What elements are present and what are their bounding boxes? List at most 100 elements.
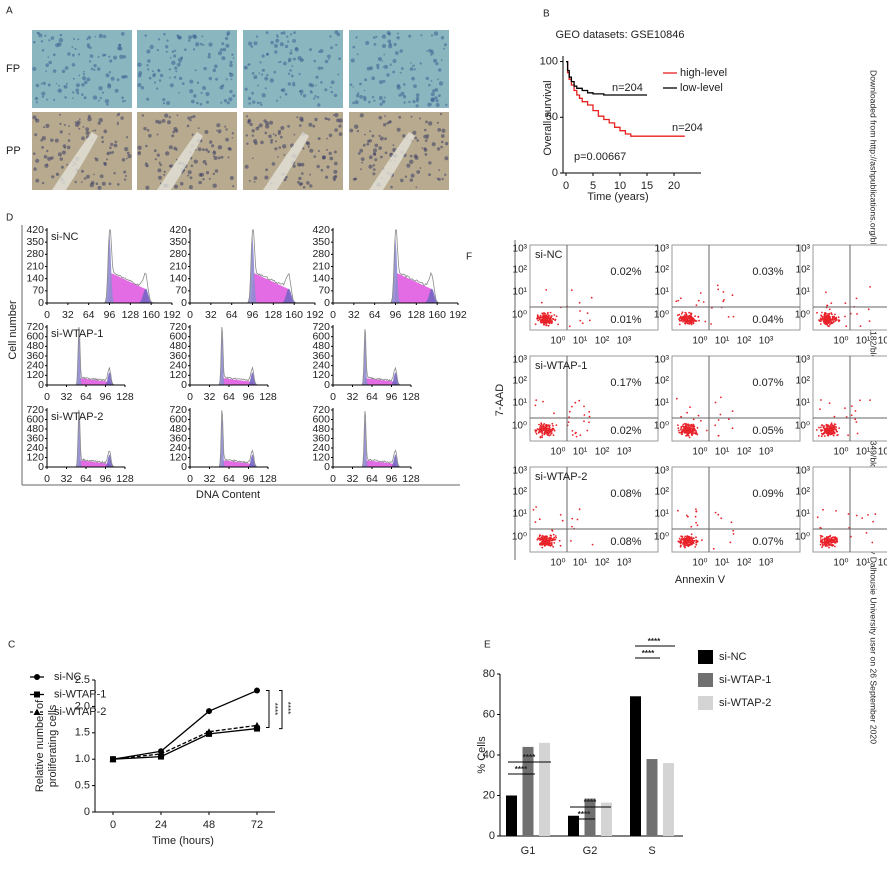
cell-nucleus xyxy=(90,67,94,71)
cell-nucleus xyxy=(438,94,441,97)
cell-nucleus xyxy=(103,129,108,134)
event-dot xyxy=(536,315,539,318)
x-tick-label: 10⁰ xyxy=(692,336,707,347)
event-dot xyxy=(861,517,864,519)
event-dot xyxy=(828,546,830,549)
cell-nucleus xyxy=(149,44,154,50)
cell-nucleus xyxy=(34,96,39,101)
y-tick-label: 70 xyxy=(175,285,187,297)
cell-nucleus xyxy=(359,148,364,153)
cell-nucleus xyxy=(220,155,224,159)
cell-nucleus xyxy=(369,130,372,133)
y-tick-label: 360 xyxy=(26,350,44,362)
cell-nucleus xyxy=(94,36,97,38)
event-dot xyxy=(823,540,826,543)
event-dot xyxy=(823,543,826,546)
cell-nucleus xyxy=(117,183,120,186)
cell-nucleus xyxy=(101,91,105,94)
y-tick-label: 120 xyxy=(312,369,330,381)
event-dot xyxy=(819,537,822,539)
event-dot xyxy=(714,401,717,404)
cell-nucleus xyxy=(146,165,149,168)
cell-nucleus xyxy=(326,148,328,151)
event-dot xyxy=(688,539,690,542)
cell-nucleus xyxy=(379,136,384,141)
cell-nucleus xyxy=(187,116,191,120)
cell-nucleus xyxy=(317,103,321,107)
annotation: p=0.00667 xyxy=(574,151,626,163)
cell-nucleus xyxy=(361,161,364,164)
cell-nucleus xyxy=(428,48,432,53)
cell-nucleus xyxy=(126,151,130,155)
cell-nucleus xyxy=(253,181,256,183)
event-dot xyxy=(683,319,686,322)
x-tick-label: 10² xyxy=(878,336,887,347)
cell-nucleus xyxy=(299,58,304,63)
event-dot xyxy=(680,318,683,321)
y-tick-label: 0 xyxy=(38,297,44,309)
cell-nucleus xyxy=(415,96,420,101)
event-dot xyxy=(727,316,730,318)
panel-label: F xyxy=(466,252,472,263)
y-tick-label: 10¹ xyxy=(513,398,528,409)
sample-label: si-NC xyxy=(535,249,563,261)
cell-nucleus xyxy=(413,154,418,159)
cell-nucleus xyxy=(82,70,85,73)
event-dot xyxy=(532,508,535,511)
cell-nucleus xyxy=(437,78,439,81)
event-dot xyxy=(847,513,850,515)
cell-nucleus xyxy=(193,34,198,40)
event-dot xyxy=(828,308,831,311)
cell-nucleus xyxy=(421,147,424,150)
event-dot xyxy=(553,536,556,539)
event-dot xyxy=(850,405,853,407)
event-dot xyxy=(539,429,542,432)
event-dot xyxy=(835,510,837,512)
cell-nucleus xyxy=(204,163,208,166)
g1-peak xyxy=(333,416,411,467)
cell-nucleus xyxy=(231,137,234,139)
event-dot xyxy=(545,314,547,317)
event-dot xyxy=(552,538,555,540)
cell-nucleus xyxy=(156,48,160,52)
event-dot xyxy=(836,434,838,437)
cell-nucleus xyxy=(359,82,362,86)
cell-nucleus xyxy=(81,169,84,173)
x-tick-label: 64 xyxy=(366,391,378,403)
cell-nucleus xyxy=(57,152,63,157)
x-tick-label: 64 xyxy=(366,473,378,485)
x-tick-label: 64 xyxy=(223,473,235,485)
cell-nucleus xyxy=(284,44,289,49)
event-dot xyxy=(555,536,557,539)
cell-nucleus xyxy=(376,66,380,70)
event-dot xyxy=(548,541,551,544)
cell-nucleus xyxy=(410,173,415,178)
cell-nucleus xyxy=(144,34,147,37)
event-dot xyxy=(689,406,691,408)
cell-nucleus xyxy=(208,76,212,81)
event-dot xyxy=(548,434,551,437)
cell-nucleus xyxy=(205,171,210,175)
event-dot xyxy=(543,543,546,546)
event-dot xyxy=(690,313,692,316)
event-dot xyxy=(549,434,552,436)
cell-nucleus xyxy=(271,162,276,166)
s-phase xyxy=(333,460,411,467)
cell-nucleus xyxy=(108,55,111,58)
cell-nucleus xyxy=(94,157,97,160)
cell-nucleus xyxy=(137,62,142,67)
event-dot xyxy=(828,312,831,315)
cell-nucleus xyxy=(259,101,262,104)
cell-nucleus xyxy=(360,168,362,171)
cell-nucleus xyxy=(352,86,355,88)
cell-nucleus xyxy=(412,130,417,135)
cell-nucleus xyxy=(399,49,403,53)
fit-outline xyxy=(333,329,411,386)
event-dot xyxy=(554,535,557,537)
cell-nucleus xyxy=(309,173,311,176)
event-dot xyxy=(549,537,551,540)
cell-nucleus xyxy=(157,69,161,73)
event-dot xyxy=(542,429,545,431)
cell-nucleus xyxy=(266,52,270,56)
cell-nucleus xyxy=(34,133,38,137)
